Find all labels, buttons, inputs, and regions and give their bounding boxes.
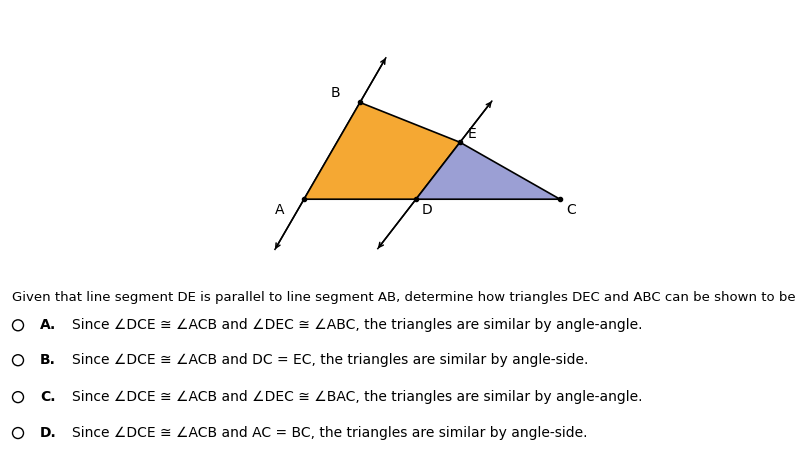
- Text: Since ∠DCE ≅ ∠ACB and AC = BC, the triangles are similar by angle-side.: Since ∠DCE ≅ ∠ACB and AC = BC, the trian…: [72, 426, 587, 440]
- Text: Since ∠DCE ≅ ∠ACB and DC = EC, the triangles are similar by angle-side.: Since ∠DCE ≅ ∠ACB and DC = EC, the trian…: [72, 353, 588, 367]
- Text: D.: D.: [40, 426, 57, 440]
- Text: Since ∠DCE ≅ ∠ACB and ∠DEC ≅ ∠ABC, the triangles are similar by angle-angle.: Since ∠DCE ≅ ∠ACB and ∠DEC ≅ ∠ABC, the t…: [72, 318, 642, 332]
- Text: A: A: [274, 203, 284, 217]
- Text: E: E: [468, 127, 477, 141]
- Text: Since ∠DCE ≅ ∠ACB and ∠DEC ≅ ∠BAC, the triangles are similar by angle-angle.: Since ∠DCE ≅ ∠ACB and ∠DEC ≅ ∠BAC, the t…: [72, 390, 642, 404]
- Text: A.: A.: [40, 318, 56, 332]
- Text: Given that line segment DE is parallel to line segment AB, determine how triangl: Given that line segment DE is parallel t…: [12, 291, 800, 304]
- Text: B: B: [330, 86, 340, 101]
- Text: C.: C.: [40, 390, 55, 404]
- Polygon shape: [304, 102, 460, 199]
- Text: D: D: [422, 203, 433, 217]
- Polygon shape: [416, 142, 560, 199]
- Text: B.: B.: [40, 353, 56, 367]
- Text: C: C: [566, 203, 576, 217]
